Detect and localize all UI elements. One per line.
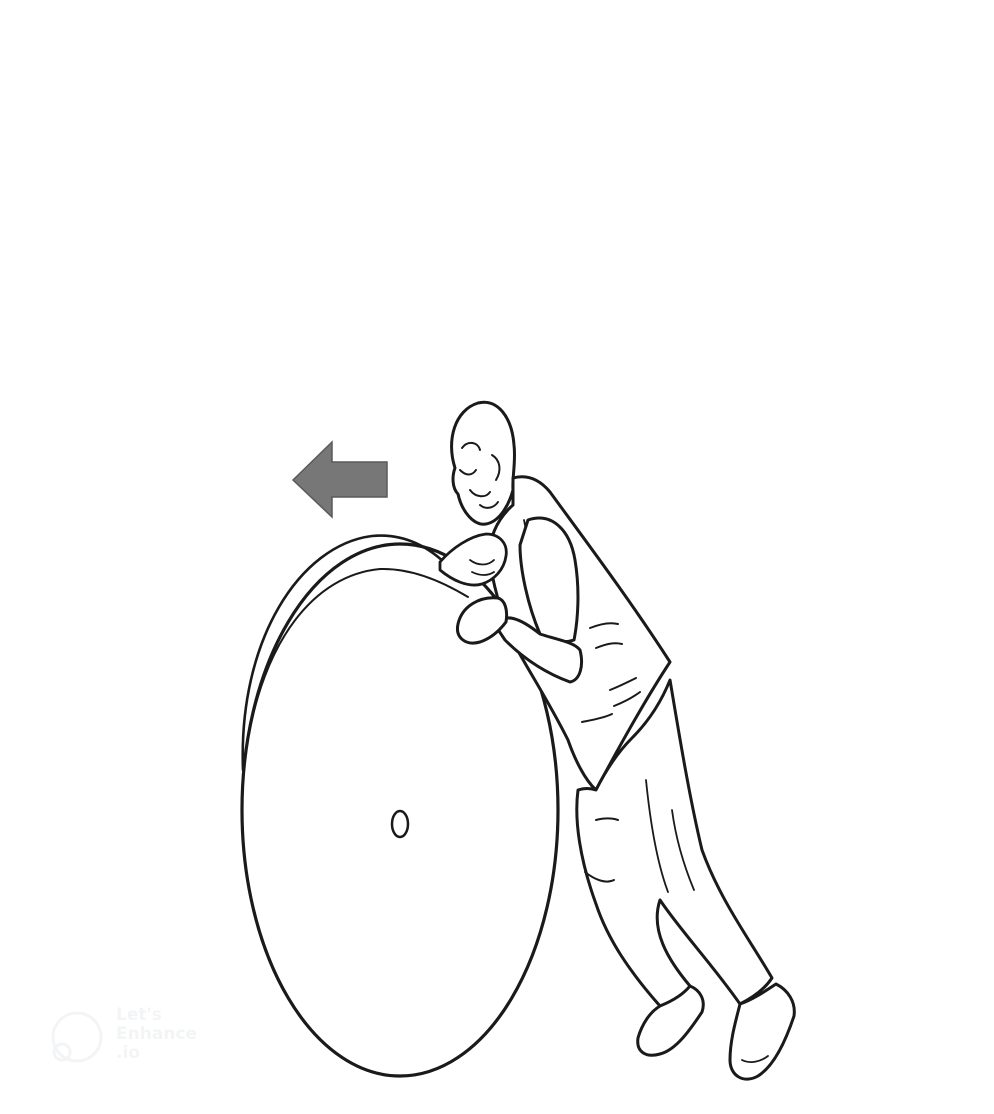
man-pants xyxy=(575,678,774,1008)
man-hand-lower xyxy=(456,596,509,645)
watermark-logo-icon xyxy=(51,1011,103,1063)
wheel-hub xyxy=(390,809,410,839)
man-hand-upper xyxy=(438,532,508,587)
wheel xyxy=(240,534,560,1078)
wheel-rim-edge xyxy=(241,534,450,772)
left-arrow-icon xyxy=(291,440,388,519)
watermark: Let's Enhance .io xyxy=(50,1006,220,1070)
man-pushing xyxy=(438,400,796,1081)
watermark-text: Let's Enhance .io xyxy=(116,1005,197,1063)
man-shoe-left xyxy=(636,984,705,1057)
man-shoe-right xyxy=(728,982,796,1081)
man-sleeve xyxy=(518,516,580,644)
